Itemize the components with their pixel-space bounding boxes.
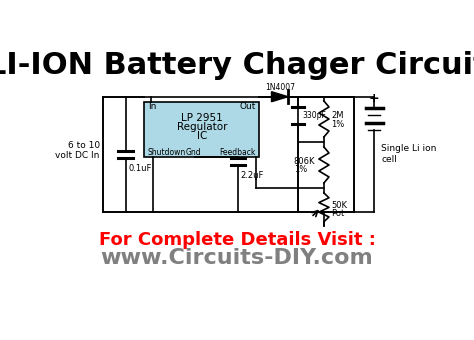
Text: Out: Out	[239, 102, 255, 111]
Text: +: +	[369, 92, 380, 105]
Text: 1N4007: 1N4007	[265, 83, 295, 92]
Text: 6 to 10
volt DC In: 6 to 10 volt DC In	[55, 141, 100, 160]
Text: 0.1uF: 0.1uF	[128, 164, 152, 173]
Text: 2M: 2M	[331, 111, 344, 120]
Text: www.Circuits-DIY.com: www.Circuits-DIY.com	[100, 248, 374, 268]
Text: Pot: Pot	[331, 209, 345, 218]
Text: 330pF: 330pF	[302, 111, 326, 120]
Text: 806K: 806K	[294, 157, 315, 166]
Text: LP 2951: LP 2951	[181, 113, 223, 123]
Text: Single Li ion
cell: Single Li ion cell	[382, 144, 437, 164]
Text: In: In	[148, 102, 156, 111]
Bar	[144, 102, 259, 157]
Text: For Complete Details Visit :: For Complete Details Visit :	[99, 232, 375, 250]
Text: 1%: 1%	[294, 166, 307, 174]
Text: Gnd: Gnd	[185, 148, 201, 157]
Text: 2.2uF: 2.2uF	[241, 171, 264, 180]
Text: 50K: 50K	[331, 201, 347, 210]
Text: Shutdown: Shutdown	[148, 148, 186, 157]
Text: Regulator: Regulator	[176, 122, 227, 132]
Bar	[103, 97, 354, 212]
Polygon shape	[272, 92, 288, 102]
Text: Feedback: Feedback	[219, 148, 255, 157]
Text: 1%: 1%	[331, 120, 345, 129]
Text: LI-ION Battery Chager Circuit: LI-ION Battery Chager Circuit	[0, 51, 474, 80]
Text: IC: IC	[197, 131, 207, 140]
